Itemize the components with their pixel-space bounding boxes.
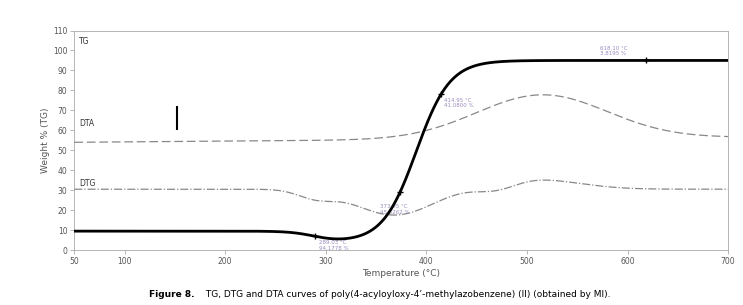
Text: 414.95 °C
41.0800 %: 414.95 °C 41.0800 %	[444, 98, 474, 108]
Text: TG, DTG and DTA curves of poly(4-acyloyloxy-4’-methylazobenzene) (II) (obtained : TG, DTG and DTA curves of poly(4-acyloyl…	[203, 290, 610, 299]
Text: 289.03 °C
94.1778 %: 289.03 °C 94.1778 %	[319, 240, 348, 251]
Text: TG: TG	[80, 38, 90, 46]
Text: 618.10 °C
3.8195 %: 618.10 °C 3.8195 %	[600, 46, 628, 56]
Text: Figure 8.: Figure 8.	[149, 290, 194, 299]
Text: DTG: DTG	[80, 179, 96, 188]
Y-axis label: Weight % (TG): Weight % (TG)	[41, 108, 50, 173]
X-axis label: Temperature (°C): Temperature (°C)	[363, 269, 440, 278]
Text: DTA: DTA	[80, 119, 94, 128]
Text: 373.95 °C
45.3262 %: 373.95 °C 45.3262 %	[380, 204, 409, 215]
